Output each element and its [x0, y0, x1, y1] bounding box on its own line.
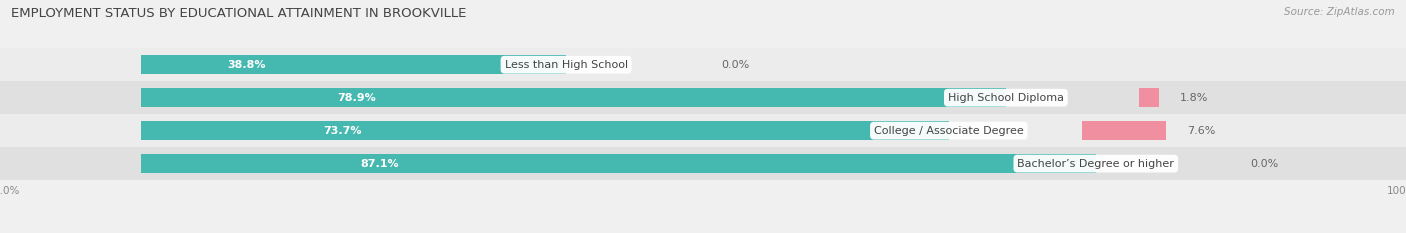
Bar [141, 88, 1005, 107]
Text: 7.6%: 7.6% [1187, 126, 1215, 136]
Bar [1083, 121, 1166, 140]
Text: 38.8%: 38.8% [228, 60, 266, 70]
Text: 1.8%: 1.8% [1180, 93, 1209, 103]
Text: High School Diploma: High School Diploma [948, 93, 1064, 103]
Bar [141, 154, 1095, 173]
Text: Bachelor’s Degree or higher: Bachelor’s Degree or higher [1018, 159, 1174, 169]
Bar [0, 147, 1406, 180]
Bar [141, 55, 567, 74]
Text: 73.7%: 73.7% [323, 126, 361, 136]
Bar [141, 121, 949, 140]
Text: Less than High School: Less than High School [505, 60, 627, 70]
Bar [0, 81, 1406, 114]
Text: College / Associate Degree: College / Associate Degree [875, 126, 1024, 136]
Text: 0.0%: 0.0% [721, 60, 749, 70]
Text: 78.9%: 78.9% [337, 93, 377, 103]
Bar [1139, 88, 1159, 107]
Text: Source: ZipAtlas.com: Source: ZipAtlas.com [1284, 7, 1395, 17]
Text: 87.1%: 87.1% [360, 159, 399, 169]
Legend: In Labor Force, Unemployed: In Labor Force, Unemployed [591, 232, 815, 233]
Bar [0, 48, 1406, 81]
Text: EMPLOYMENT STATUS BY EDUCATIONAL ATTAINMENT IN BROOKVILLE: EMPLOYMENT STATUS BY EDUCATIONAL ATTAINM… [11, 7, 467, 20]
Bar [0, 114, 1406, 147]
Text: 0.0%: 0.0% [1250, 159, 1278, 169]
